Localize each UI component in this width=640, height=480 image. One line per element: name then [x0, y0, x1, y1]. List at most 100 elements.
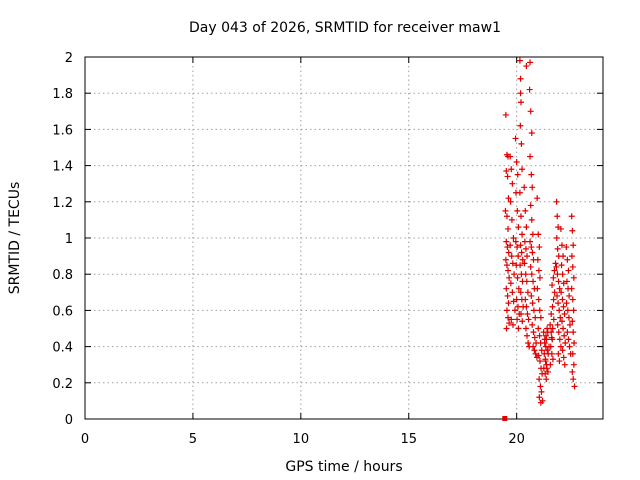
data-point	[518, 140, 525, 147]
data-point	[543, 376, 550, 383]
data-point	[528, 292, 535, 299]
data-point	[517, 213, 524, 220]
data-point	[514, 303, 521, 310]
data-point	[530, 343, 537, 350]
x-tick-label: 15	[400, 432, 417, 447]
y-axis-label: SRMTID / TECUs	[7, 182, 23, 295]
data-point	[507, 153, 514, 160]
data-point	[525, 316, 532, 323]
data-point	[570, 242, 577, 249]
data-point	[571, 339, 578, 346]
x-tick-label: 20	[508, 432, 525, 447]
data-point	[509, 289, 516, 296]
data-point	[521, 184, 528, 191]
data-point	[553, 198, 560, 205]
chart-title: Day 043 of 2026, SRMTID for receiver maw…	[189, 20, 501, 36]
data-point	[536, 307, 543, 314]
data-point	[514, 316, 521, 323]
data-point	[519, 166, 526, 173]
data-point	[544, 325, 551, 332]
data-point	[563, 278, 570, 285]
data-point	[505, 195, 512, 202]
data-point	[549, 325, 556, 332]
data-point	[510, 298, 517, 305]
data-point	[534, 195, 541, 202]
data-point	[558, 242, 565, 249]
data-point	[529, 249, 536, 256]
data-point	[507, 198, 514, 205]
data-points	[502, 57, 578, 421]
data-point	[558, 318, 565, 325]
data-point	[568, 213, 575, 220]
data-point	[559, 271, 566, 278]
data-point	[534, 256, 541, 263]
data-point	[571, 383, 578, 390]
data-point	[552, 260, 559, 267]
data-point	[528, 216, 535, 223]
data-point	[528, 130, 535, 137]
data-point	[570, 376, 577, 383]
data-point	[517, 75, 524, 82]
data-point	[503, 262, 510, 269]
data-point	[563, 244, 570, 251]
data-point	[505, 314, 512, 321]
data-point	[534, 285, 541, 292]
data-point	[543, 365, 550, 372]
data-point	[549, 356, 556, 363]
data-point	[515, 285, 522, 292]
y-tick-label: 0.2	[52, 377, 73, 392]
data-point	[569, 296, 576, 303]
data-point	[519, 318, 526, 325]
x-tick-label: 10	[293, 432, 310, 447]
data-point	[550, 316, 557, 323]
data-point	[509, 180, 516, 187]
data-point	[570, 329, 577, 336]
axis-ticks: 0 5 10 15 20 0 0.2 0.4 0.6 0.8 1 1.2 1.4 1.6 1.8 2	[52, 51, 603, 447]
data-point	[506, 274, 513, 281]
data-point	[523, 224, 530, 231]
data-point	[566, 343, 573, 350]
data-point	[524, 253, 531, 260]
data-point	[569, 227, 576, 234]
data-point	[537, 314, 544, 321]
data-point	[544, 347, 551, 354]
data-point	[504, 292, 511, 299]
data-point	[506, 320, 513, 327]
data-point	[569, 368, 576, 375]
data-point	[551, 267, 558, 274]
data-point	[505, 225, 512, 232]
data-point	[508, 216, 515, 223]
y-tick-label: 0.8	[52, 268, 73, 283]
data-point	[523, 303, 530, 310]
y-tick-label: 1.8	[52, 87, 73, 102]
data-point	[532, 350, 539, 357]
data-point	[559, 296, 566, 303]
data-point	[509, 260, 516, 267]
data-point	[505, 267, 512, 274]
data-point	[544, 368, 551, 375]
data-point	[561, 311, 568, 318]
data-point	[550, 296, 557, 303]
data-point	[512, 238, 519, 245]
gap-marker	[502, 416, 508, 421]
data-point	[547, 343, 554, 350]
data-point	[559, 347, 566, 354]
data-point	[514, 244, 521, 251]
data-point	[560, 325, 567, 332]
data-point	[521, 238, 528, 245]
data-point	[515, 325, 522, 332]
data-point	[512, 135, 519, 142]
data-point	[570, 307, 577, 314]
data-point	[518, 249, 525, 256]
data-point	[568, 253, 575, 260]
data-point	[565, 314, 572, 321]
data-point	[516, 57, 523, 64]
data-point	[549, 303, 556, 310]
data-point	[527, 108, 534, 115]
data-point	[516, 189, 523, 196]
data-point	[514, 207, 521, 214]
data-point	[528, 171, 535, 178]
data-point	[529, 321, 536, 328]
data-point	[528, 244, 535, 251]
